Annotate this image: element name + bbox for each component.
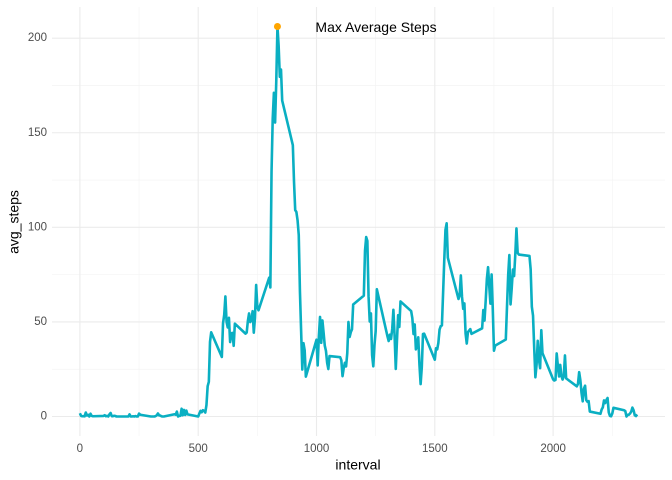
annotation-label: Max Average Steps — [315, 19, 436, 35]
data-line — [78, 25, 639, 418]
y-tick-label: 200 — [28, 32, 47, 44]
y-tick-label: 50 — [34, 316, 47, 328]
y-tick-label: 100 — [28, 221, 47, 233]
x-tick-label: 0 — [77, 443, 83, 455]
x-tick-label: 1500 — [422, 443, 448, 455]
x-axis-title: interval — [335, 457, 380, 473]
x-tick-label: 1000 — [304, 443, 330, 455]
x-tick-label: 500 — [189, 443, 208, 455]
x-tick-label: 2000 — [540, 443, 566, 455]
max-point — [273, 23, 281, 31]
y-tick-label: 150 — [28, 127, 47, 139]
y-tick-label: 0 — [41, 411, 47, 423]
y-axis-title: avg_steps — [6, 190, 22, 254]
